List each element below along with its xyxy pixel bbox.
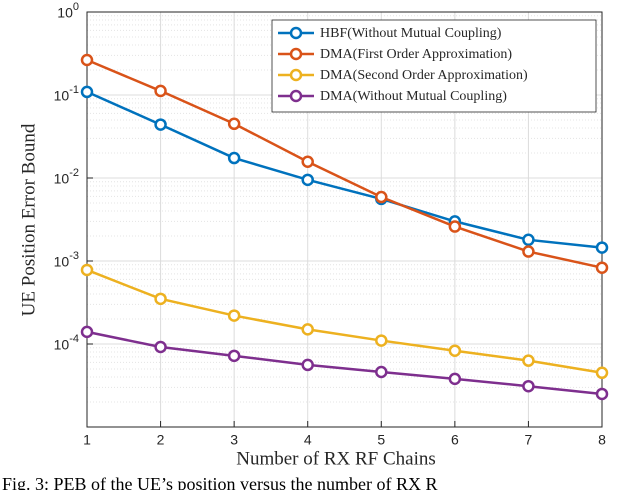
- y-axis-label: UE Position Error Bound: [18, 123, 39, 316]
- marker: [154, 84, 167, 98]
- legend-label: DMA(First Order Approximation): [320, 47, 512, 62]
- marker: [301, 155, 314, 168]
- x-tick-label: 3: [230, 432, 238, 448]
- marker: [227, 151, 241, 165]
- marker: [522, 233, 535, 247]
- x-tick-label: 6: [451, 432, 459, 448]
- series-line: [86, 58, 603, 269]
- marker: [595, 261, 609, 274]
- y-tick-label: 10-1: [54, 84, 79, 104]
- marker: [80, 263, 94, 277]
- legend-marker: [289, 68, 303, 82]
- series-line: [86, 90, 603, 249]
- marker: [154, 118, 167, 131]
- marker: [80, 325, 94, 339]
- marker: [595, 241, 609, 254]
- x-tick-label: 4: [304, 432, 312, 448]
- marker: [301, 358, 314, 372]
- x-tick-label: 8: [598, 432, 606, 448]
- plot-frame: [86, 11, 603, 428]
- y-tick-label: 10-2: [54, 167, 79, 187]
- marker: [227, 117, 241, 131]
- marker: [595, 366, 609, 380]
- marker: [522, 379, 535, 393]
- marker: [448, 344, 462, 357]
- marker: [80, 53, 94, 67]
- marker: [227, 349, 241, 363]
- marker: [301, 173, 314, 187]
- x-axis-label: Number of RX RF Chains: [236, 448, 436, 469]
- y-tick-label: 10-3: [54, 250, 79, 270]
- x-tick-label: 2: [157, 432, 165, 448]
- series-line: [86, 268, 603, 375]
- x-tick-label: 7: [525, 432, 533, 448]
- legend-label: HBF(Without Mutual Coupling): [320, 26, 502, 41]
- caption: Fig. 3: PEB of the UE’s position versus …: [2, 474, 438, 490]
- legend-label: DMA(Without Mutual Coupling): [320, 89, 507, 104]
- y-tick-label: 10-4: [54, 333, 79, 353]
- legend-marker: [289, 89, 303, 103]
- y-tick-label: 100: [57, 1, 79, 21]
- series-line: [86, 330, 603, 396]
- marker: [448, 372, 462, 386]
- marker: [448, 220, 462, 233]
- marker: [595, 387, 609, 401]
- marker: [375, 190, 388, 204]
- marker: [154, 292, 167, 306]
- marker: [375, 365, 388, 379]
- legend-box: [271, 19, 597, 113]
- marker: [522, 245, 535, 258]
- legend-label: DMA(Second Order Approximation): [320, 68, 528, 83]
- marker: [522, 354, 535, 367]
- marker: [80, 85, 94, 99]
- x-tick-label: 1: [83, 432, 91, 448]
- marker: [154, 340, 167, 354]
- marker: [375, 334, 388, 347]
- legend-marker: [289, 26, 303, 40]
- marker: [301, 323, 314, 336]
- legend-marker: [289, 47, 303, 61]
- x-tick-label: 5: [377, 432, 385, 448]
- marker: [227, 309, 241, 322]
